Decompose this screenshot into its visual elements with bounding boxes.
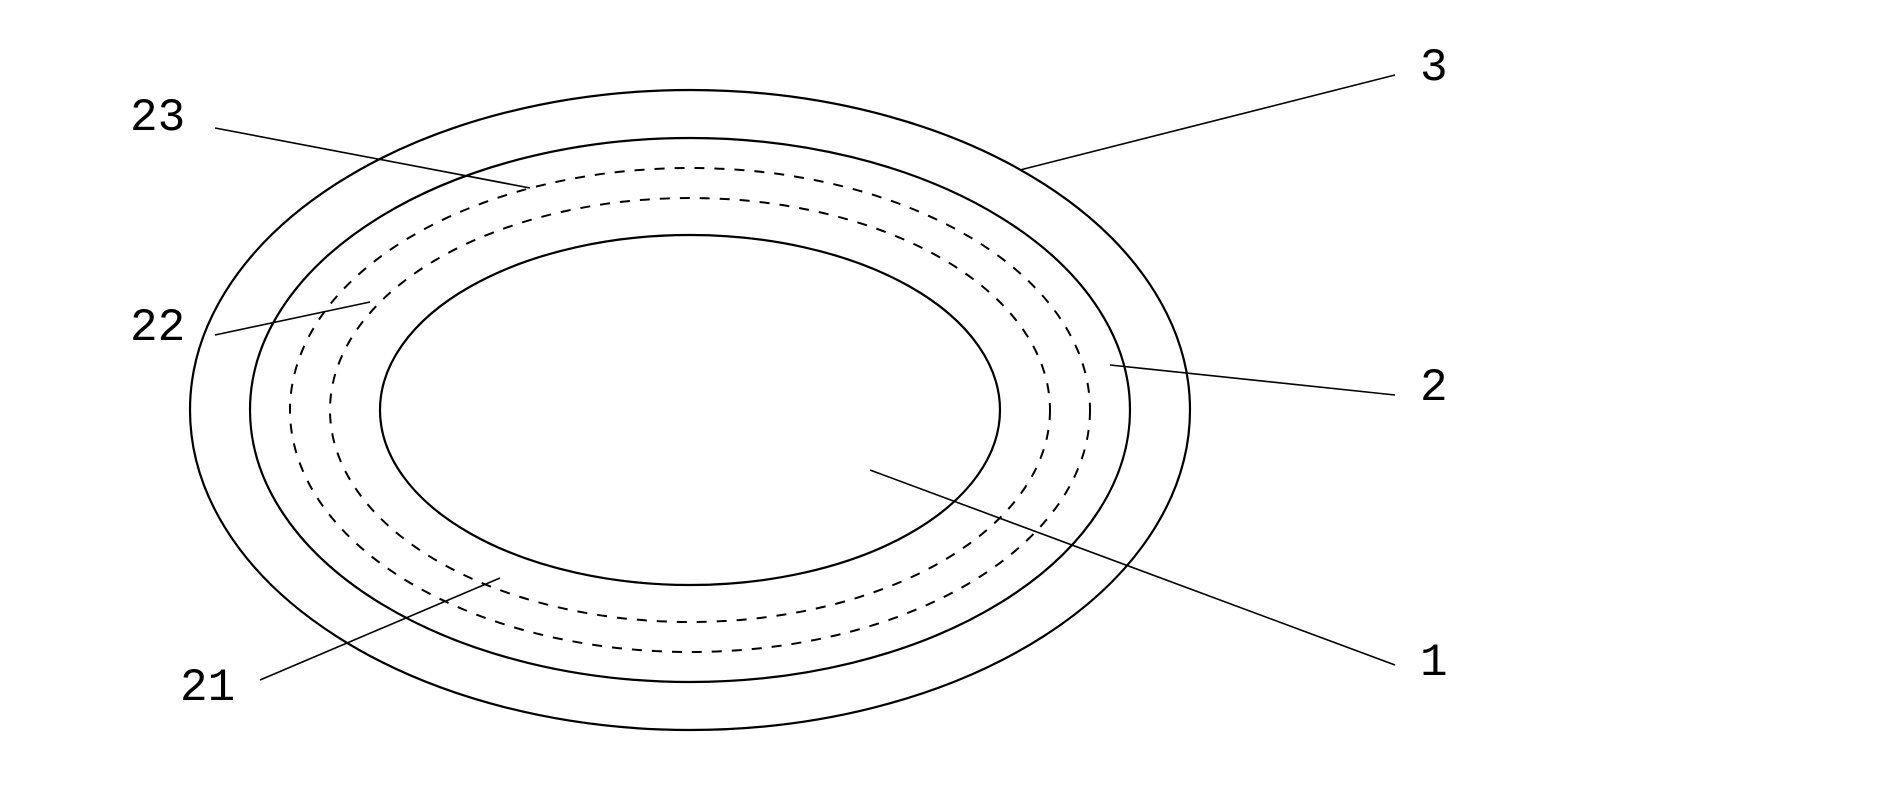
label-l2: 2 <box>1420 362 1448 414</box>
label-l1: 1 <box>1420 637 1448 689</box>
label-l21: 21 <box>180 662 235 714</box>
label-l22: 22 <box>130 302 185 354</box>
label-l23: 23 <box>130 92 185 144</box>
label-l3: 3 <box>1420 42 1448 94</box>
